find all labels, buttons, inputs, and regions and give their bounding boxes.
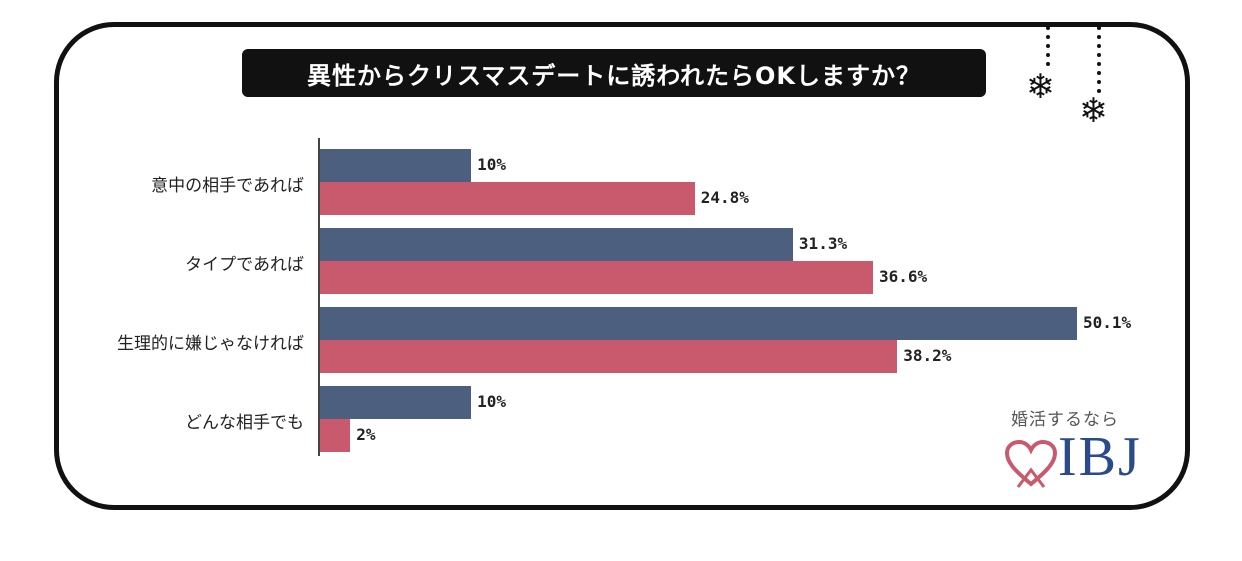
category-label: タイプであれば: [185, 255, 304, 275]
category-label: 生理的に嫌じゃなければ: [117, 334, 304, 354]
logo-brand: IBJ: [1058, 426, 1142, 488]
data-label: 38.2%: [903, 346, 952, 365]
category-label: どんな相手でも: [185, 413, 304, 433]
bar-male: [320, 307, 1077, 340]
snowflake-icon: ❄: [1079, 91, 1108, 131]
hanging-string: [1046, 26, 1050, 71]
category-label: 意中の相手であれば: [151, 176, 304, 196]
data-label: 36.6%: [879, 267, 928, 286]
bar-female: [320, 182, 695, 215]
data-label: 10%: [477, 155, 506, 174]
bar-female: [320, 340, 898, 373]
y-axis-line: [318, 138, 320, 456]
bar-male: [320, 149, 472, 182]
bar-male: [320, 228, 793, 261]
data-label: 24.8%: [700, 188, 749, 207]
data-label: 2%: [356, 425, 376, 444]
bar-male: [320, 386, 472, 419]
heart-logo-icon: [1004, 440, 1058, 488]
data-label: 50.1%: [1083, 313, 1132, 332]
logo-tagline: 婚活するなら: [1011, 410, 1119, 430]
snowflake-icon: ❄: [1026, 67, 1055, 107]
hanging-string: [1097, 26, 1101, 98]
chart-title: 異性からクリスマスデートに誘われたらOKしますか？: [242, 49, 986, 97]
data-label: 31.3%: [798, 234, 848, 253]
data-label: 10%: [477, 392, 506, 411]
bar-female: [320, 419, 351, 452]
bar-female: [320, 261, 874, 294]
